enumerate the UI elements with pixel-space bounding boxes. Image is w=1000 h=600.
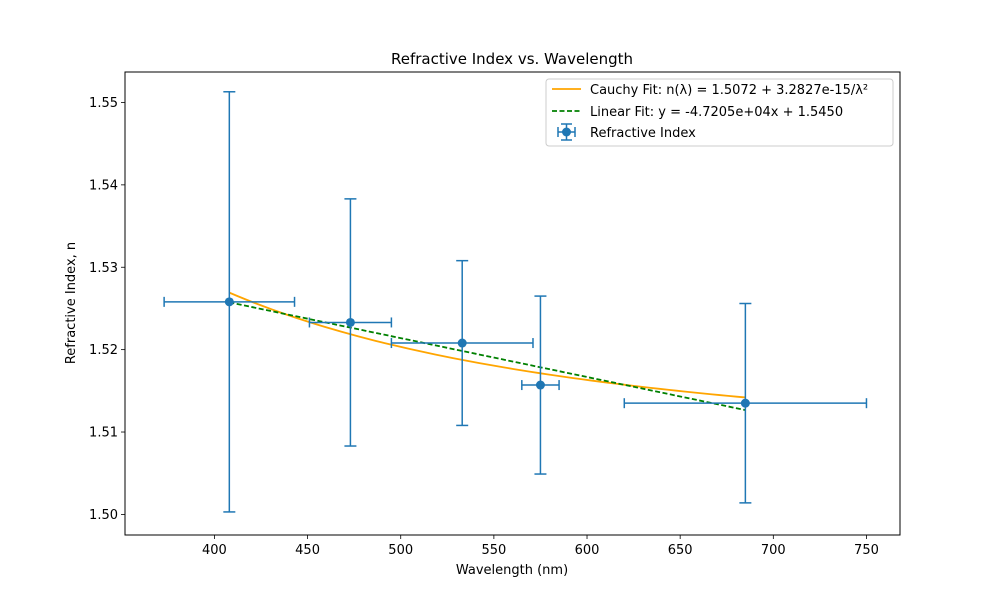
data-point-group	[521, 295, 560, 475]
plot-area	[163, 91, 868, 513]
y-axis-label: Refractive Index, n	[64, 242, 79, 364]
y-tick-label: 1.50	[89, 508, 118, 523]
chart-title: Refractive Index vs. Wavelength	[391, 50, 633, 68]
x-tick-label: 600	[575, 543, 600, 558]
legend: Cauchy Fit: n(λ) = 1.5072 + 3.2827e-15/λ…	[545, 78, 894, 147]
legend-box	[545, 78, 894, 147]
x-tick-label: 550	[481, 543, 506, 558]
legend-label-linear: Linear Fit: y = -4.7205e+04x + 1.5450	[590, 105, 843, 120]
data-point	[457, 338, 467, 348]
data-point-group	[308, 198, 393, 447]
x-axis: 400 450 500 550 600 650 700 750	[202, 535, 879, 558]
x-tick-label: 500	[388, 543, 413, 558]
y-tick-label: 1.52	[89, 343, 118, 358]
data-point-group	[390, 259, 534, 427]
axes-frame	[124, 71, 901, 536]
y-tick-label: 1.51	[89, 426, 118, 441]
legend-label-cauchy: Cauchy Fit: n(λ) = 1.5072 + 3.2827e-15/λ…	[590, 83, 868, 98]
cauchy-fit-line	[228, 291, 746, 399]
legend-swatch-points	[557, 123, 576, 141]
data-point	[345, 317, 355, 327]
y-tick-label: 1.55	[89, 96, 118, 111]
x-axis-label: Wavelength (nm)	[456, 563, 568, 578]
legend-marker	[562, 127, 571, 137]
x-tick-label: 450	[295, 543, 320, 558]
data-point-group	[163, 91, 296, 513]
y-tick-label: 1.53	[89, 261, 118, 276]
data-point	[224, 297, 234, 307]
x-tick-label: 750	[854, 543, 879, 558]
linear-fit-line	[229, 301, 746, 411]
x-tick-label: 400	[202, 543, 227, 558]
y-tick-label: 1.54	[89, 178, 118, 193]
data-point-group	[623, 302, 868, 504]
legend-label-points: Refractive Index	[590, 126, 696, 141]
x-tick-label: 700	[761, 543, 786, 558]
x-tick-label: 650	[668, 543, 693, 558]
y-axis: 1.50 1.51 1.52 1.53 1.54 1.55	[89, 96, 125, 523]
data-point	[535, 380, 545, 390]
data-point	[740, 398, 750, 408]
